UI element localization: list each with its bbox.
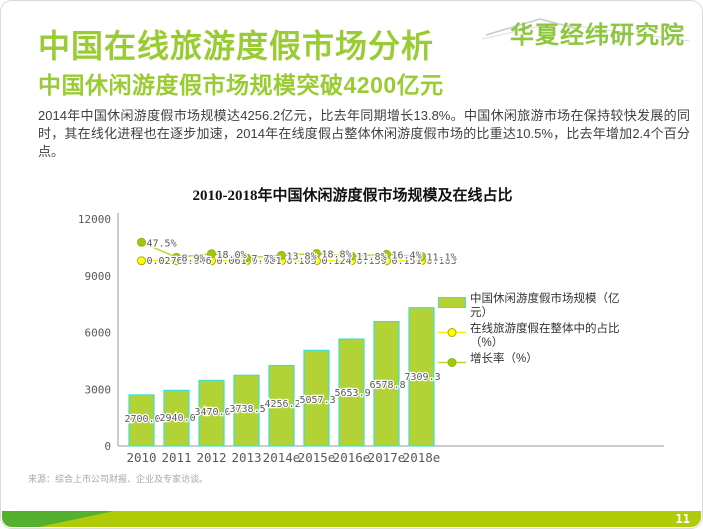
logo: 华夏经纬研究院: [482, 11, 694, 49]
svg-text:2010: 2010: [126, 450, 156, 465]
svg-text:2012: 2012: [196, 450, 226, 465]
svg-text:0: 0: [104, 440, 111, 453]
svg-text:13.8%: 13.8%: [287, 251, 317, 262]
svg-text:4256.2: 4256.2: [265, 399, 301, 410]
bar-swatch-icon: [438, 295, 470, 313]
legend-label-market-size: 中国休闲游度假市场规模（亿元）: [470, 293, 620, 319]
svg-text:0.163: 0.163: [427, 256, 457, 267]
page-subtitle: 中国休闲游度假市场规模突破4200亿元: [38, 72, 444, 98]
yellow-line-marker-icon: [438, 325, 470, 343]
svg-text:5057.3: 5057.3: [300, 395, 336, 406]
legend-item-online-share: 在线旅游度假在整体中的占比（%）: [438, 323, 630, 350]
svg-text:2011: 2011: [161, 450, 191, 465]
svg-text:7.7%: 7.7%: [252, 254, 276, 265]
svg-text:47.5%: 47.5%: [147, 238, 177, 249]
svg-text:2016e: 2016e: [333, 450, 371, 465]
svg-text:12000: 12000: [78, 213, 111, 226]
legend-item-market-size: 中国休闲游度假市场规模（亿元）: [438, 293, 630, 320]
chart-legend: 中国休闲游度假市场规模（亿元） 在线旅游度假在整体中的占比（%） 增长率（%）: [438, 293, 630, 373]
svg-text:2940.0: 2940.0: [160, 413, 196, 424]
svg-text:2013: 2013: [231, 450, 261, 465]
green-line-marker-icon: [438, 355, 470, 373]
chart-title: 2010-2018年中国休闲游度假市场规模及在线占比: [192, 188, 513, 204]
footer-bar: 11: [2, 511, 701, 527]
page-number: 11: [675, 512, 690, 526]
svg-text:0.105: 0.105: [287, 256, 317, 267]
source-note: 来源：综合上市公司财报、企业及专家访谈。: [28, 474, 209, 484]
svg-text:2700.0: 2700.0: [125, 414, 161, 425]
svg-text:2018e: 2018e: [403, 450, 441, 465]
svg-text:0.139: 0.139: [357, 256, 387, 267]
legend-item-growth-rate: 增长率（%）: [438, 353, 630, 373]
svg-text:5653.9: 5653.9: [335, 388, 371, 399]
svg-text:16.4%: 16.4%: [392, 250, 422, 261]
svg-text:0.0276: 0.0276: [147, 256, 183, 267]
page-title: 中国在线旅游度假市场分析: [38, 28, 435, 64]
svg-text:9000: 9000: [85, 270, 112, 283]
svg-text:6000: 6000: [85, 327, 112, 340]
svg-text:0.124: 0.124: [322, 256, 352, 267]
svg-text:0.061: 0.061: [217, 256, 247, 267]
svg-text:3738.5: 3738.5: [230, 404, 266, 415]
svg-text:11.1%: 11.1%: [427, 252, 457, 263]
svg-text:6578.8: 6578.8: [370, 380, 406, 391]
svg-text:8.9%: 8.9%: [182, 253, 206, 264]
svg-text:3000: 3000: [85, 383, 112, 396]
footer-accent-shape: [2, 511, 114, 527]
svg-text:18.0%: 18.0%: [217, 250, 247, 261]
swoosh-icon: [482, 18, 691, 42]
svg-text:7309.3: 7309.3: [405, 372, 441, 383]
svg-text:2017e: 2017e: [368, 450, 406, 465]
legend-label-online-share: 在线旅游度假在整体中的占比（%）: [470, 323, 620, 349]
svg-text:3470.0: 3470.0: [195, 407, 231, 418]
svg-text:0.046: 0.046: [182, 256, 212, 267]
svg-text:0.151: 0.151: [392, 256, 422, 267]
svg-text:2015e: 2015e: [298, 450, 336, 465]
svg-text:18.8%: 18.8%: [322, 249, 352, 260]
logo-text: 华夏经纬研究院: [510, 22, 685, 49]
svg-text:0.081: 0.081: [252, 256, 282, 267]
legend-label-growth-rate: 增长率（%）: [470, 353, 538, 365]
svg-text:2014e: 2014e: [263, 450, 301, 465]
body-paragraph: 2014年中国休闲游度假市场规模达4256.2亿元，比去年同期增长13.8%。中…: [38, 108, 690, 159]
svg-text:11.8%: 11.8%: [357, 252, 387, 263]
